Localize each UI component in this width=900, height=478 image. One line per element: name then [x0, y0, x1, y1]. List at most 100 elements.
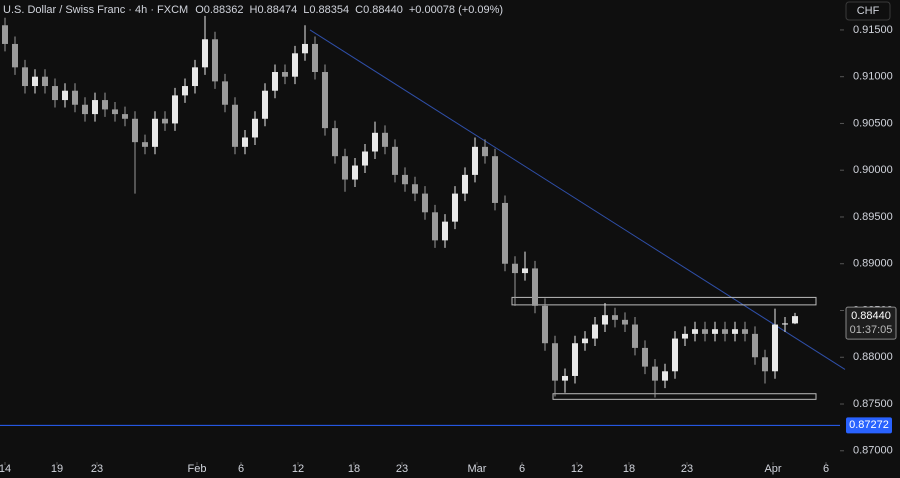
- candle-body: [662, 371, 668, 381]
- y-tick-label: 0.90500: [853, 117, 893, 129]
- candle-body: [612, 315, 618, 320]
- candle-body: [332, 128, 338, 157]
- x-tick-label: 23: [681, 463, 693, 475]
- candle-body: [492, 156, 498, 203]
- x-tick-label: 19: [51, 463, 63, 475]
- level-label-bg: [846, 417, 892, 434]
- candle-body: [382, 132, 388, 147]
- candle-body: [372, 132, 378, 152]
- candle-body: [412, 184, 418, 194]
- candle-body: [452, 193, 458, 222]
- candle-body: [762, 357, 768, 372]
- candle-body: [292, 53, 298, 77]
- candle-body: [302, 43, 308, 54]
- currency-label[interactable]: CHF: [857, 5, 880, 17]
- candle-body: [212, 39, 218, 82]
- header-title: U.S. Dollar / Swiss Franc · 4h · FXCM: [3, 4, 188, 16]
- candle-body: [752, 333, 758, 358]
- x-tick-label: 12: [571, 463, 583, 475]
- candle-body: [722, 329, 728, 334]
- x-tick-label: 6: [519, 463, 525, 475]
- candle-body: [462, 174, 468, 194]
- candle-body: [472, 146, 478, 175]
- x-tick-label: 6: [823, 463, 829, 475]
- candle-body: [342, 156, 348, 180]
- candle-body: [502, 202, 508, 264]
- candle-body: [782, 323, 788, 325]
- candle-body: [272, 72, 278, 91]
- x-tick-label: 14: [0, 463, 11, 475]
- candle-body: [132, 118, 138, 143]
- x-tick-label: 18: [623, 463, 635, 475]
- candle-body: [432, 212, 438, 241]
- candle-body: [562, 375, 568, 381]
- countdown-label: 01:37:05: [850, 324, 893, 336]
- candle-body: [2, 25, 8, 44]
- candle-body: [222, 81, 228, 105]
- candle-body: [102, 100, 108, 110]
- candle-body: [72, 90, 78, 105]
- candle-body: [512, 263, 518, 274]
- candle-body: [602, 315, 608, 325]
- header-open: O0.88362: [195, 4, 243, 16]
- candle-body: [162, 118, 168, 124]
- candle-body: [92, 100, 98, 115]
- candle-body: [392, 146, 398, 175]
- currency-button[interactable]: [845, 1, 891, 21]
- candle-body: [572, 343, 578, 376]
- y-tick-label: 0.88000: [853, 351, 893, 363]
- candle-body: [282, 72, 288, 77]
- candle-body: [312, 43, 318, 73]
- header-high: H0.88474: [250, 4, 298, 16]
- y-tick-label: 0.87500: [853, 398, 893, 410]
- candle-body: [482, 146, 488, 157]
- candle-body: [732, 329, 738, 334]
- last-price-label: 0.88440: [851, 310, 891, 322]
- candle-body: [632, 324, 638, 348]
- candle-body: [12, 43, 18, 68]
- candle-body: [202, 39, 208, 68]
- candle-body: [552, 343, 558, 381]
- candle-body: [582, 338, 588, 344]
- candle-body: [402, 174, 408, 185]
- candle-body: [142, 142, 148, 147]
- header-close: C0.88440: [355, 4, 403, 16]
- header-change: +0.00078 (+0.09%): [409, 4, 503, 16]
- y-tick-label: 0.89500: [853, 211, 893, 223]
- candle-body: [152, 118, 158, 147]
- candle-body: [532, 268, 538, 306]
- range-box: [552, 393, 817, 400]
- last-price-bg: [845, 306, 897, 340]
- y-tick-label: 0.89000: [853, 258, 893, 270]
- x-tick-label: 23: [91, 463, 103, 475]
- header-low: L0.88354: [303, 4, 349, 16]
- candle-body: [52, 86, 58, 101]
- candle-body: [242, 137, 248, 147]
- candle-body: [322, 72, 328, 129]
- trendline: [309, 29, 846, 370]
- y-tick-label: 0.90000: [853, 164, 893, 176]
- candle-body: [652, 366, 658, 381]
- candle-body: [352, 165, 358, 180]
- level-label: 0.87272: [849, 419, 889, 431]
- candle-body: [62, 90, 68, 101]
- candle-body: [232, 104, 238, 147]
- y-tick-label: 0.91500: [853, 24, 893, 36]
- y-tick-label: 0.87000: [853, 445, 893, 457]
- x-tick-label: 23: [396, 463, 408, 475]
- candle-body: [192, 67, 198, 87]
- y-tick-label: 0.91000: [853, 71, 893, 83]
- candle-body: [252, 118, 258, 138]
- x-tick-label: Mar: [468, 463, 487, 475]
- candle-body: [32, 76, 38, 87]
- candle-body: [172, 95, 178, 124]
- candle-body: [82, 104, 88, 115]
- candle-body: [692, 329, 698, 334]
- candle-body: [112, 109, 118, 115]
- candle-body: [522, 268, 528, 274]
- candle-body: [712, 329, 718, 334]
- candle-body: [772, 324, 778, 372]
- candle-body: [422, 193, 428, 213]
